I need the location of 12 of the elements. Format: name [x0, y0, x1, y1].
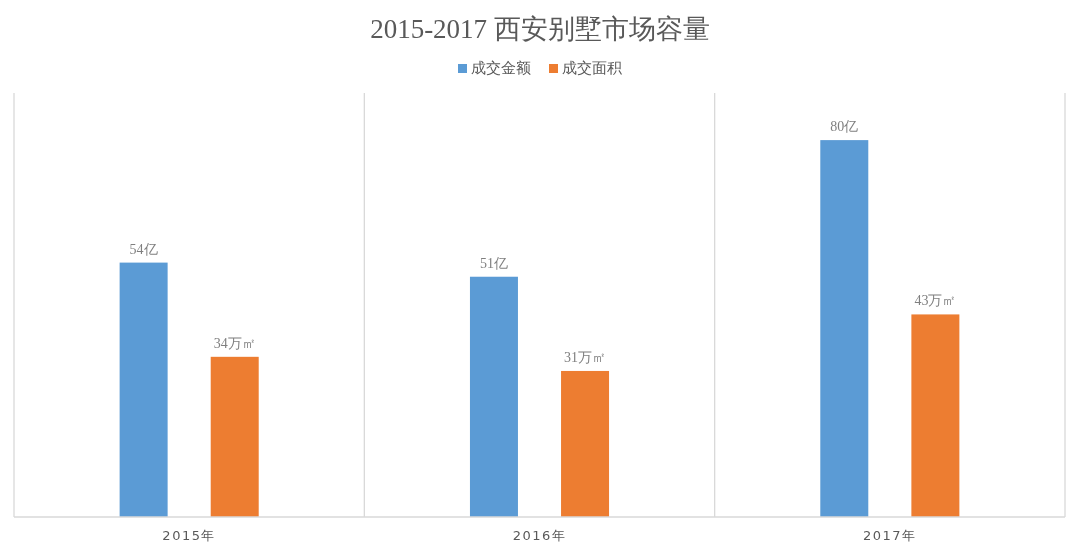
x-tick-label: 2016年: [512, 528, 567, 543]
legend-label: 成交面积: [562, 59, 622, 77]
data-label: 31万㎡: [564, 349, 607, 365]
data-label: 51亿: [479, 255, 508, 271]
x-tick-label: 2017年: [863, 528, 917, 543]
data-label: 54亿: [129, 241, 158, 257]
x-tick-label: 2015年: [162, 528, 216, 543]
data-label: 80亿: [830, 119, 859, 135]
data-label: 34万㎡: [213, 335, 256, 351]
data-label: 43万㎡: [914, 293, 957, 309]
title: 2015-2017 西安别墅市场容量: [370, 14, 710, 44]
legend-label: 成交金额: [471, 59, 531, 77]
